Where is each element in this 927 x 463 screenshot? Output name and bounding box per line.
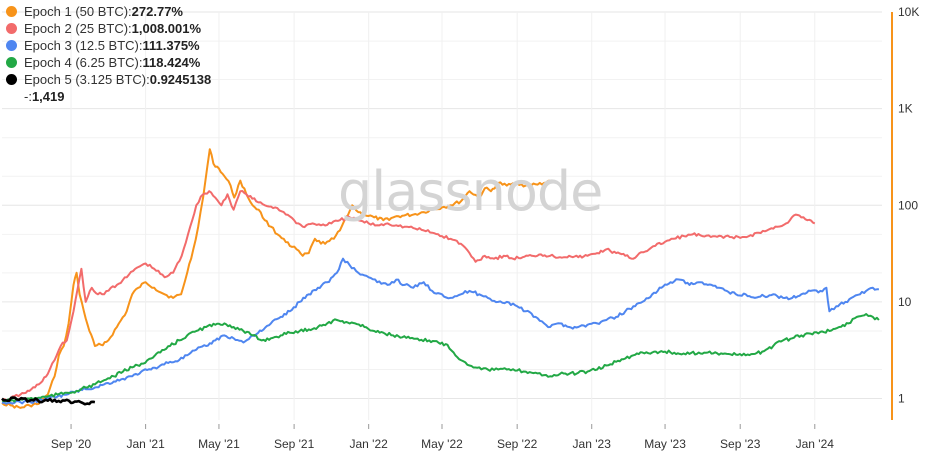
legend-dot-epoch-3 [6, 40, 17, 51]
x-tick-label: May '21 [198, 437, 240, 451]
legend-item-epoch-3[interactable]: Epoch 3 (12.5 BTC): 111.375% [6, 37, 211, 54]
legend-value: 0.9245138 [149, 72, 212, 87]
legend-label: Epoch 3 (12.5 BTC): [24, 38, 143, 53]
x-tick-label: Jan '22 [350, 437, 389, 451]
y-axis: 1 10 100 1K 10K [891, 5, 919, 420]
x-tick-label: May '22 [421, 437, 463, 451]
x-tick-label: Sep '20 [51, 437, 92, 451]
y-tick-label: 10K [898, 5, 919, 19]
y-tick-label: 100 [898, 198, 918, 212]
series-line-epoch-1 [1, 148, 551, 409]
x-tick-label: Jan '23 [573, 437, 612, 451]
series-line-epoch-2 [1, 190, 816, 402]
legend-dot-epoch-5 [6, 74, 17, 85]
x-tick-label: Jan '24 [796, 437, 835, 451]
legend-label: -: [24, 89, 32, 104]
series-line-epoch-4 [1, 313, 880, 403]
series-line-epoch-3 [1, 257, 879, 405]
x-tick-label: May '23 [644, 437, 686, 451]
legend-item-epoch-4[interactable]: Epoch 4 (6.25 BTC): 118.424% [6, 54, 211, 71]
legend-dot-epoch-1 [6, 6, 17, 17]
legend-item-epoch-5[interactable]: Epoch 5 (3.125 BTC): 0.9245138 [6, 71, 211, 88]
legend-label: Epoch 2 (25 BTC): [24, 21, 132, 36]
watermark: glassnode [338, 160, 603, 223]
legend-item-epoch-1[interactable]: Epoch 1 (50 BTC): 272.77% [6, 3, 211, 20]
legend-item-epoch-5-continuation: -: 1,419 [6, 88, 211, 105]
y-tick-label: 1K [898, 102, 913, 116]
legend-item-epoch-2[interactable]: Epoch 2 (25 BTC): 1,008.001% [6, 20, 211, 37]
legend-label: Epoch 4 (6.25 BTC): [24, 55, 143, 70]
x-tick-label: Sep '21 [274, 437, 315, 451]
y-tick-label: 10 [898, 295, 912, 309]
legend-value: 1,419 [31, 89, 65, 104]
legend-dot-epoch-4 [6, 57, 17, 68]
x-tick-label: Sep '22 [497, 437, 538, 451]
x-axis: Sep '20 Jan '21 May '21 Sep '21 Jan '22 May '… [51, 424, 834, 451]
y-tick-label: 1 [898, 392, 905, 406]
legend: Epoch 1 (50 BTC): 272.77% Epoch 2 (25 BT… [6, 3, 211, 105]
legend-value: 1,008.001% [131, 21, 202, 36]
legend-label: Epoch 1 (50 BTC): [24, 4, 132, 19]
legend-label: Epoch 5 (3.125 BTC): [24, 72, 150, 87]
legend-value: 272.77% [131, 4, 183, 19]
series-line-epoch-5 [1, 396, 96, 406]
legend-dot-epoch-2 [6, 23, 17, 34]
series-lines [1, 148, 880, 409]
legend-value: 118.424% [142, 55, 201, 70]
x-tick-label: Jan '21 [126, 437, 165, 451]
x-tick-label: Sep '23 [720, 437, 761, 451]
legend-value: 111.375% [142, 38, 200, 53]
